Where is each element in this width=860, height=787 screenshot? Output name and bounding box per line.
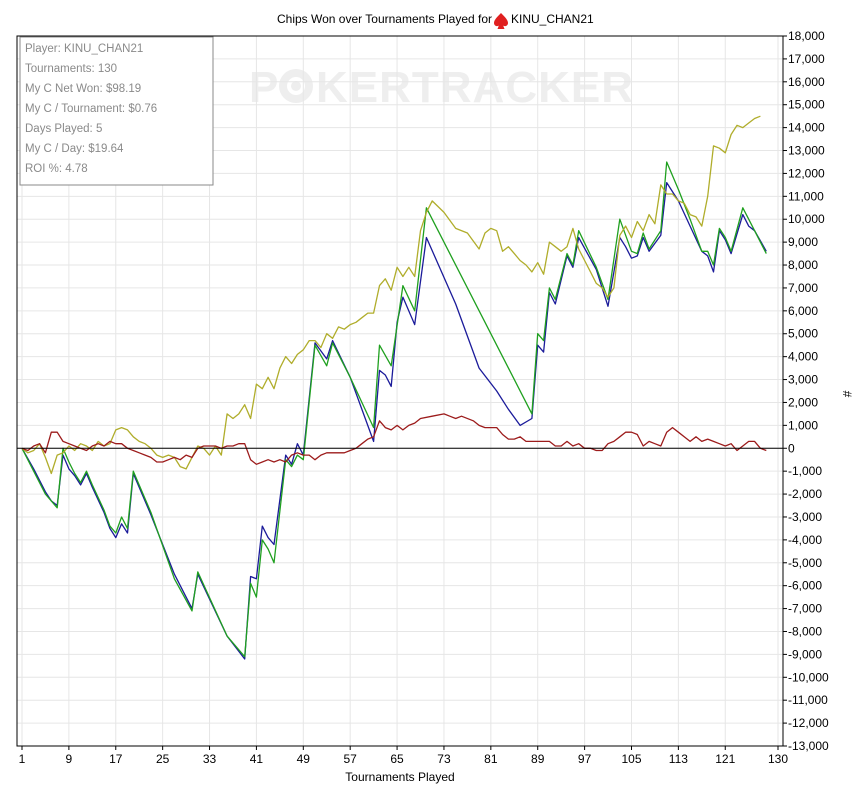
x-tick-label: 113 bbox=[669, 752, 688, 766]
x-tick-label: 41 bbox=[250, 752, 264, 766]
stats-box: Player: KINU_CHAN21 Tournaments: 130 My C … bbox=[19, 36, 214, 186]
svg-text:KERTRACKER: KERTRACKER bbox=[316, 63, 634, 112]
y-tick-label: -3,000 bbox=[788, 510, 822, 524]
series-line-green bbox=[21, 161, 767, 658]
y-tick-label: 3,000 bbox=[788, 373, 818, 387]
svg-text:P: P bbox=[249, 63, 279, 112]
x-tick-label: 89 bbox=[531, 752, 545, 766]
y-tick-label: 13,000 bbox=[788, 144, 825, 158]
x-tick-label: 49 bbox=[297, 752, 311, 766]
stat-line: My C Net Won: $98.19 bbox=[25, 83, 141, 95]
pokertracker-watermark: P KERTRACKER bbox=[249, 63, 634, 112]
x-axis: 1 9 17 25 33 41 49 57 65 73 81 89 97 105 113 121 130 bbox=[19, 746, 788, 766]
y-tick-label: 15,000 bbox=[788, 98, 825, 112]
x-tick-label: 81 bbox=[484, 752, 498, 766]
y-tick-label: -5,000 bbox=[788, 556, 822, 570]
y-tick-label: 0 bbox=[788, 441, 795, 455]
y-tick-label: 14,000 bbox=[788, 121, 825, 135]
plot-frame bbox=[16, 35, 784, 747]
y-tick-label: 8,000 bbox=[788, 258, 818, 272]
stat-line: ROI %: 4.78 bbox=[25, 163, 88, 175]
y-tick-label: -4,000 bbox=[788, 533, 822, 547]
y-tick-label: 11,000 bbox=[788, 189, 824, 203]
y-tick-label: -11,000 bbox=[788, 693, 828, 707]
stat-line: Days Played: 5 bbox=[25, 123, 102, 135]
y-tick-label: -7,000 bbox=[788, 602, 822, 616]
x-tick-label: 9 bbox=[66, 752, 73, 766]
x-tick-label: 121 bbox=[715, 752, 735, 766]
series-line-blue bbox=[21, 181, 767, 660]
spade-icon bbox=[494, 13, 508, 29]
series-line-red bbox=[21, 413, 767, 465]
stat-line: My C / Tournament: $0.76 bbox=[25, 103, 157, 115]
x-tick-label: 57 bbox=[344, 752, 358, 766]
y-tick-label: -9,000 bbox=[788, 647, 822, 661]
x-axis-title: Tournaments Played bbox=[345, 770, 454, 784]
series-lines bbox=[21, 115, 767, 660]
y-tick-label: 1,000 bbox=[788, 418, 818, 432]
y-tick-label: 10,000 bbox=[788, 212, 825, 226]
poker-chip-icon bbox=[279, 69, 313, 103]
y-tick-label: 16,000 bbox=[788, 75, 825, 89]
y-tick-label: -6,000 bbox=[788, 579, 822, 593]
stat-line: My C / Day: $19.64 bbox=[25, 143, 124, 155]
x-tick-label: 1 bbox=[19, 752, 26, 766]
stat-line: Tournaments: 130 bbox=[25, 63, 117, 75]
y-tick-label: 4,000 bbox=[788, 350, 818, 364]
x-tick-label: 33 bbox=[203, 752, 217, 766]
y-tick-label: 12,000 bbox=[788, 166, 825, 180]
player-name: KINU_CHAN21 bbox=[511, 12, 594, 26]
x-tick-label: 130 bbox=[768, 752, 788, 766]
x-tick-label: 97 bbox=[578, 752, 592, 766]
x-tick-label: 65 bbox=[390, 752, 404, 766]
chart-title: Chips Won over Tournaments Played for bbox=[277, 12, 492, 26]
y-tick-label: -1,000 bbox=[788, 464, 822, 478]
series-line-olive bbox=[21, 115, 761, 475]
y-tick-label: 18,000 bbox=[788, 29, 825, 43]
y-tick-label: 5,000 bbox=[788, 327, 818, 341]
y-axis-title: # bbox=[840, 391, 854, 398]
x-tick-label: 17 bbox=[109, 752, 123, 766]
y-tick-label: -8,000 bbox=[788, 624, 822, 638]
y-tick-label: -12,000 bbox=[788, 716, 829, 730]
y-tick-label: -13,000 bbox=[788, 739, 829, 753]
y-tick-label: 6,000 bbox=[788, 304, 818, 318]
stat-line: Player: KINU_CHAN21 bbox=[25, 43, 143, 55]
y-tick-label: 7,000 bbox=[788, 281, 818, 295]
y-tick-label: 2,000 bbox=[788, 395, 818, 409]
y-tick-label: 9,000 bbox=[788, 235, 818, 249]
y-axis: 18,000 17,000 16,000 15,000 14,000 13,000 12,0… bbox=[783, 29, 829, 753]
x-tick-label: 105 bbox=[621, 752, 641, 766]
x-tick-label: 73 bbox=[437, 752, 451, 766]
x-tick-label: 25 bbox=[156, 752, 170, 766]
y-tick-label: 17,000 bbox=[788, 52, 825, 66]
y-tick-label: -10,000 bbox=[788, 670, 829, 684]
y-tick-label: -2,000 bbox=[788, 487, 822, 501]
